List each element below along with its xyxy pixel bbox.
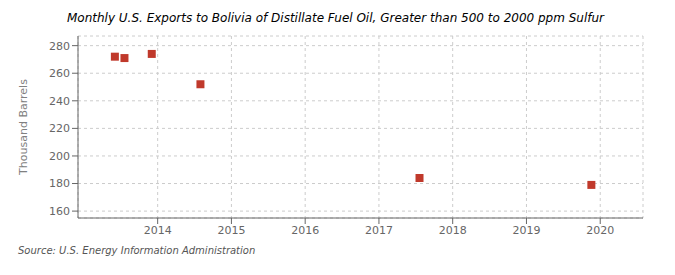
html-text:Source: U.S. Energy Informatio: Source: U.S. Energy Information Administ… xyxy=(18,245,256,256)
svg-text:2020: 2020 xyxy=(586,224,614,237)
svg-text:2015: 2015 xyxy=(217,224,245,237)
svg-text:Thousand Barrels: Thousand Barrels xyxy=(17,79,30,176)
svg-text:260: 260 xyxy=(49,67,70,80)
svg-text:240: 240 xyxy=(49,95,70,108)
svg-text:2019: 2019 xyxy=(512,224,540,237)
svg-text:200: 200 xyxy=(49,150,70,163)
svg-text:2014: 2014 xyxy=(144,224,172,237)
svg-text:180: 180 xyxy=(49,177,70,190)
svg-text:2017: 2017 xyxy=(365,224,393,237)
html-text:Monthly U.S. Exports to Bolivi: Monthly U.S. Exports to Bolivia of Disti… xyxy=(66,11,604,25)
svg-text:160: 160 xyxy=(49,205,70,218)
svg-text:2016: 2016 xyxy=(291,224,319,237)
svg-text:280: 280 xyxy=(49,40,70,53)
svg-text:2018: 2018 xyxy=(439,224,467,237)
svg-text:220: 220 xyxy=(49,122,70,135)
